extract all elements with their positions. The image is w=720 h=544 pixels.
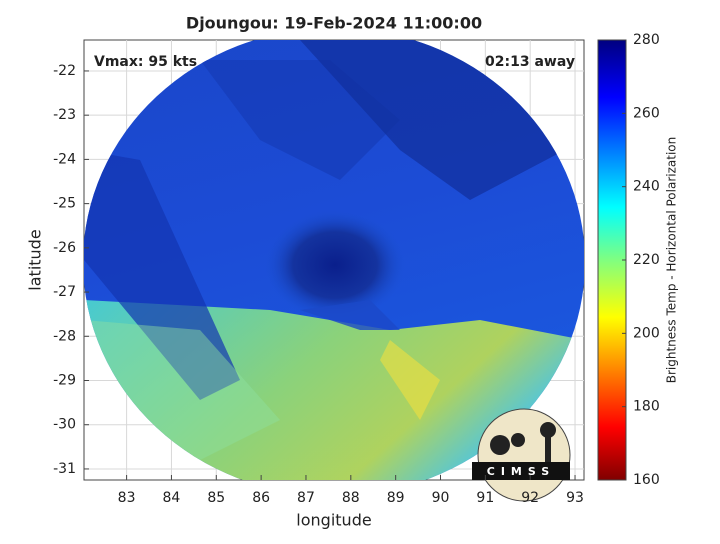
y-axis-label: latitude bbox=[26, 229, 45, 290]
x-tick-label: 93 bbox=[566, 490, 584, 506]
y-tick-label: -22 bbox=[53, 63, 76, 79]
y-tick-label: -25 bbox=[53, 196, 76, 212]
y-tick-label: -24 bbox=[53, 151, 76, 167]
y-tick-label: -23 bbox=[53, 107, 76, 123]
colorbar-tick-label: 260 bbox=[633, 105, 660, 121]
logo-text: CIMSS bbox=[487, 465, 555, 478]
x-tick-label: 88 bbox=[342, 490, 360, 506]
colorbar-tick-label: 200 bbox=[633, 325, 660, 341]
x-tick-label: 86 bbox=[252, 490, 270, 506]
y-tick-label: -30 bbox=[53, 417, 76, 433]
y-tick-label: -26 bbox=[53, 240, 76, 256]
colorbar-tick-label: 180 bbox=[633, 399, 660, 415]
colorbar-tick-label: 160 bbox=[633, 472, 660, 488]
colorbar-tick-label: 280 bbox=[633, 32, 660, 48]
x-tick-label: 83 bbox=[118, 490, 136, 506]
colorbar bbox=[597, 39, 627, 481]
colorbar-tick-label: 240 bbox=[633, 179, 660, 195]
chart-title: Djoungou: 19-Feb-2024 11:00:00 bbox=[186, 14, 482, 33]
colorbar-label: Brightness Temp - Horizontal Polarizatio… bbox=[665, 137, 679, 384]
annotation: 02:13 away bbox=[485, 54, 575, 70]
x-tick-label: 92 bbox=[521, 490, 539, 506]
cimss-logo: CIMSS bbox=[472, 408, 571, 502]
y-tick-label: -31 bbox=[53, 461, 76, 477]
x-tick-label: 90 bbox=[432, 490, 450, 506]
y-tick-label: -27 bbox=[53, 284, 76, 300]
x-tick-label: 91 bbox=[476, 490, 494, 506]
x-axis-label: longitude bbox=[296, 511, 371, 530]
x-tick-label: 89 bbox=[387, 490, 405, 506]
y-tick-label: -28 bbox=[53, 328, 76, 344]
y-tick-label: -29 bbox=[53, 373, 76, 389]
x-tick-label: 85 bbox=[207, 490, 225, 506]
colorbar-tick-label: 220 bbox=[633, 252, 660, 268]
x-tick-label: 87 bbox=[297, 490, 315, 506]
x-tick-label: 84 bbox=[163, 490, 181, 506]
annotation: Vmax: 95 kts bbox=[94, 54, 197, 70]
swath-image bbox=[84, 40, 584, 480]
